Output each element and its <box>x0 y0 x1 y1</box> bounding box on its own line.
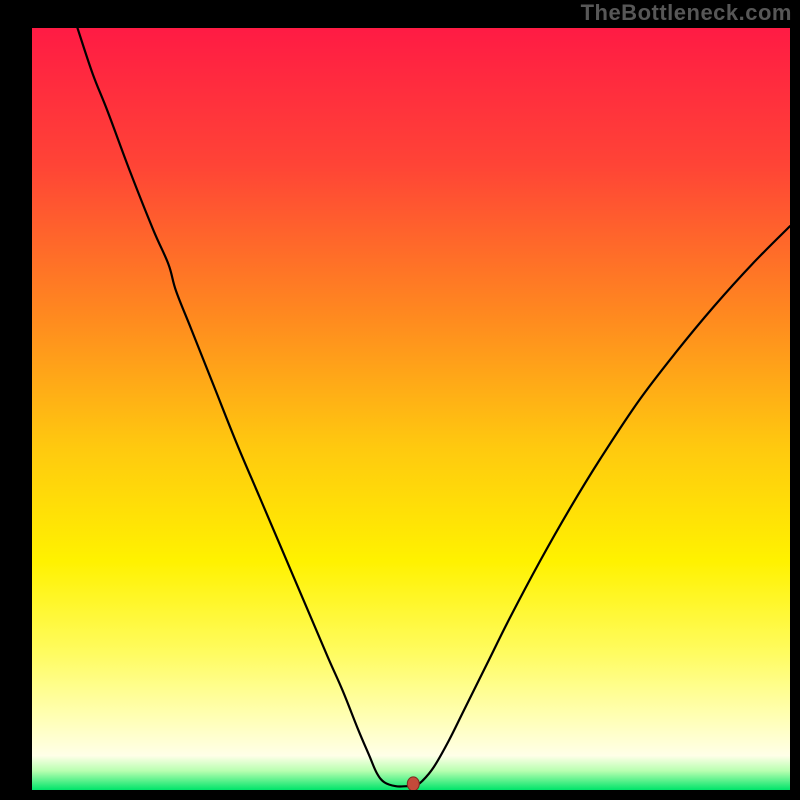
chart-svg <box>32 28 790 790</box>
plot-area <box>32 28 790 790</box>
gradient-background <box>32 28 790 790</box>
figure-frame: TheBottleneck.com <box>0 0 800 800</box>
watermark-label: TheBottleneck.com <box>581 0 792 26</box>
optimum-marker <box>407 777 419 790</box>
